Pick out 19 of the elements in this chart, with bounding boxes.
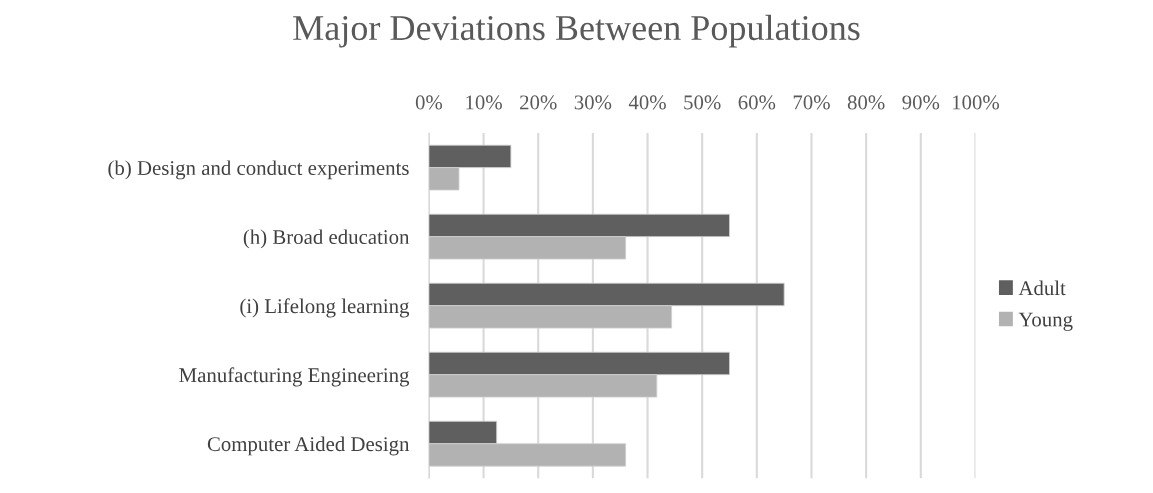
x-tick-label: 10% bbox=[466, 95, 502, 110]
legend-label: Adult bbox=[1018, 280, 1066, 296]
y-tick-label: Computer Aided Design bbox=[207, 436, 410, 456]
x-tick-label: 90% bbox=[902, 95, 940, 110]
x-tick-label: 20% bbox=[520, 95, 557, 110]
x-tick-label: 40% bbox=[628, 95, 666, 110]
x-tick-label: 60% bbox=[738, 95, 776, 110]
x-tick-label: 50% bbox=[684, 95, 721, 110]
y-tick-label: (i) Lifelong learning bbox=[240, 298, 410, 318]
legend-label: Young bbox=[1018, 312, 1073, 331]
x-tick-label: 0% bbox=[415, 95, 443, 110]
y-tick-label: Manufacturing Engineering bbox=[179, 367, 410, 387]
chart-title: Major Deviations Between Populations bbox=[293, 14, 860, 48]
x-tick-label: 30% bbox=[574, 95, 612, 110]
y-tick-label: (h) Broad education bbox=[243, 229, 410, 249]
x-tick-label: 80% bbox=[847, 95, 885, 110]
y-tick-label: (b) Design and conduct experiments bbox=[108, 160, 409, 180]
x-tick-label: 100% bbox=[952, 95, 1000, 110]
x-tick-label: 70% bbox=[793, 95, 830, 110]
